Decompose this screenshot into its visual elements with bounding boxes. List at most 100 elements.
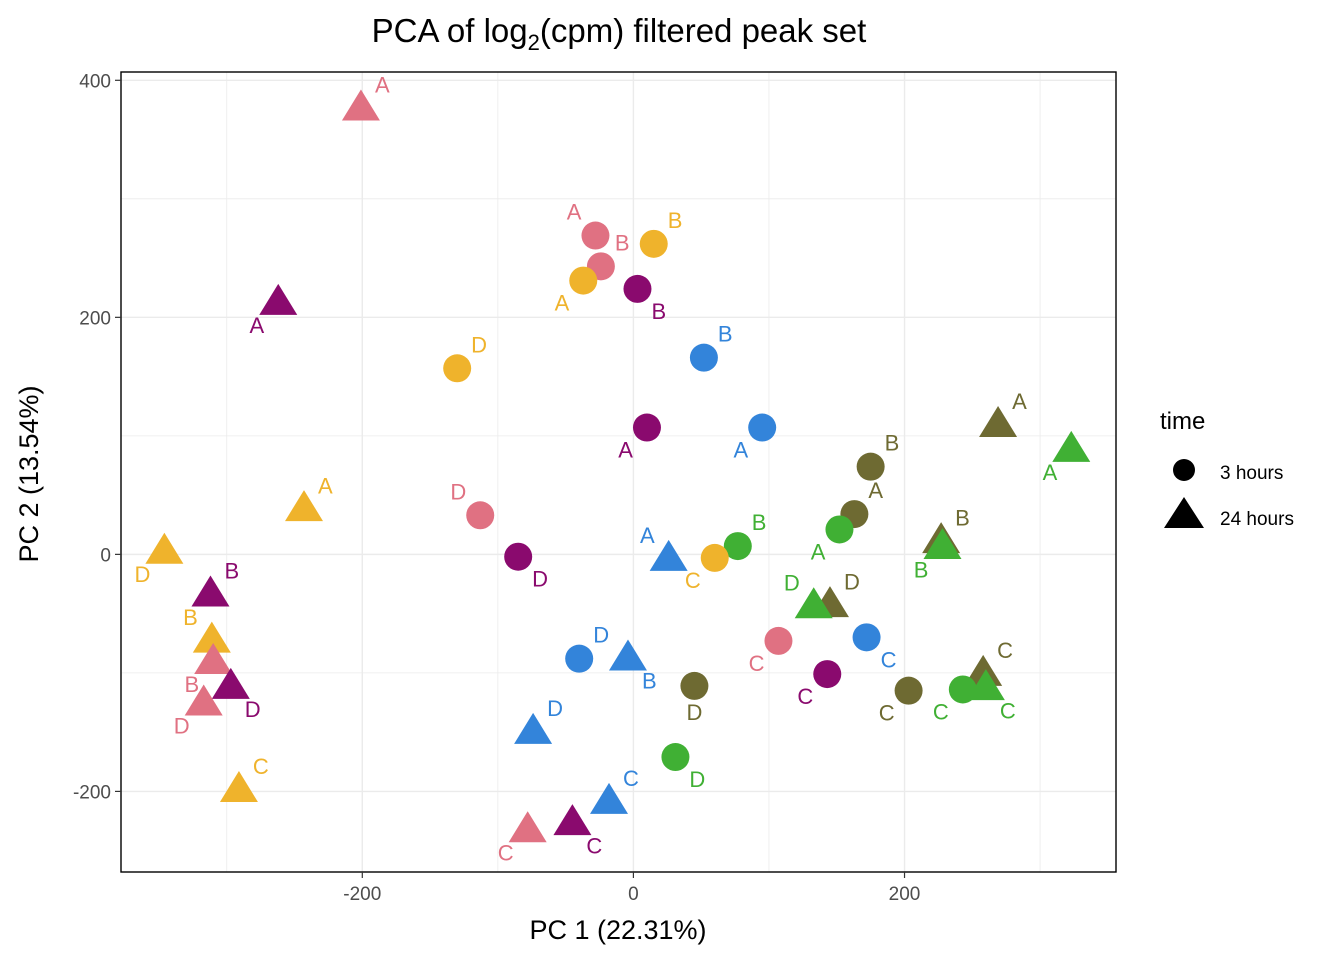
data-point-circle (639, 229, 668, 258)
data-point-triangle (211, 667, 250, 699)
data-point-label: D (686, 700, 702, 725)
data-point-label: D (784, 571, 800, 596)
chart-title-subscript: 2 (528, 30, 540, 55)
data-point-label: C (623, 766, 639, 791)
data-point-label: B (718, 322, 733, 347)
chart-title-rest: (cpm) filtered peak set (540, 12, 866, 49)
data-point-circle (623, 274, 652, 303)
data-point-label: B (183, 605, 198, 630)
data-point-label: C (586, 833, 602, 858)
data-point-label: C (881, 647, 897, 672)
chart-title-main: PCA of log (372, 12, 528, 49)
data-point-circle (700, 543, 729, 572)
data-point-triangle (192, 621, 231, 653)
data-point-label: B (615, 230, 630, 255)
data-point-label: C (997, 638, 1013, 663)
panel-border (120, 71, 1117, 873)
data-point-circle (569, 266, 598, 295)
data-point-circle (764, 626, 793, 655)
data-point-circle (504, 542, 533, 571)
x-axis-title: PC 1 (22.31%) (529, 915, 706, 945)
y-tick-label: 0 (100, 545, 111, 566)
data-point-circle (661, 743, 690, 772)
data-point-circle (856, 452, 885, 481)
data-point-triangle (259, 283, 298, 315)
data-point-triangle (964, 654, 1003, 686)
data-point-triangle (508, 811, 547, 843)
data-point-circle (581, 221, 610, 250)
y-tick-label: 400 (79, 71, 111, 92)
data-point-triangle (649, 539, 688, 571)
data-point-label: B (224, 559, 239, 584)
data-point-triangle (794, 587, 833, 619)
x-tick-label: 0 (628, 884, 639, 905)
data-point-label: A (375, 73, 390, 98)
axis-ticks: -200 0 200 -200 0 200 400 (73, 71, 920, 905)
y-tick-label: 200 (79, 308, 111, 329)
chart-title: PCA of log2(cpm) filtered peak set (372, 12, 867, 55)
data-point-label: D (471, 332, 487, 357)
data-point-label: B (651, 299, 666, 324)
data-point-label: C (797, 684, 813, 709)
data-point-label: D (174, 714, 190, 739)
y-tick-label: -200 (73, 782, 111, 803)
legend-circle-key (1173, 459, 1195, 481)
data-point-label: A (734, 438, 749, 463)
data-point-circle (443, 354, 472, 383)
data-point-label: B (642, 669, 657, 694)
data-point-label: A (811, 539, 826, 564)
y-axis-title: PC 2 (13.54%) (14, 385, 44, 562)
data-point-label: D (689, 767, 705, 792)
data-point-label: C (685, 568, 701, 593)
data-point-triangle (191, 575, 230, 607)
data-point-triangle (979, 405, 1018, 437)
data-point-triangle (966, 669, 1005, 701)
data-point-triangle (341, 89, 380, 121)
data-point-label: B (885, 431, 900, 456)
data-point-label: A (868, 478, 883, 503)
data-point-triangle (514, 712, 553, 744)
data-point-label: D (532, 567, 548, 592)
x-tick-label: 200 (889, 884, 921, 905)
data-point-label: A (1043, 460, 1058, 485)
data-point-label: A (250, 313, 265, 338)
data-point-label: B (184, 672, 199, 697)
data-point-label: D (844, 569, 860, 594)
data-point-circle (466, 501, 495, 530)
data-point-triangle (145, 532, 184, 564)
data-point-triangle (184, 684, 223, 716)
data-point-label: C (253, 754, 269, 779)
legend-title: time (1160, 408, 1205, 435)
data-point-label: B (668, 208, 683, 233)
data-point-label: B (955, 505, 970, 530)
data-point-label: C (749, 651, 765, 676)
data-point-circle (723, 532, 752, 561)
legend: time 3 hours 24 hours (1160, 408, 1294, 530)
data-point-triangle (590, 782, 629, 814)
data-point-circle (748, 413, 777, 442)
data-point-circle (632, 413, 661, 442)
data-point-label: B (752, 510, 767, 535)
data-point-label: B (914, 557, 929, 582)
data-point-label: A (567, 200, 582, 225)
data-point-label: D (134, 562, 150, 587)
data-point-label: C (933, 699, 949, 724)
legend-label-3-hours: 3 hours (1220, 463, 1283, 484)
data-point-label: D (450, 479, 466, 504)
data-point-label: C (498, 841, 514, 866)
data-point-circle (680, 671, 709, 700)
data-point-label: D (593, 623, 609, 648)
data-point-circle (852, 623, 881, 652)
data-point-triangle (923, 528, 962, 560)
data-point-label: A (318, 473, 333, 498)
legend-label-24-hours: 24 hours (1220, 509, 1294, 530)
data-point-label: A (1012, 389, 1027, 414)
data-point-label: D (245, 697, 261, 722)
data-point-circle (565, 644, 594, 673)
data-point-triangle (285, 490, 324, 522)
data-point-triangle (608, 639, 647, 671)
data-point-triangle (1052, 430, 1091, 462)
data-point-label: A (618, 438, 633, 463)
